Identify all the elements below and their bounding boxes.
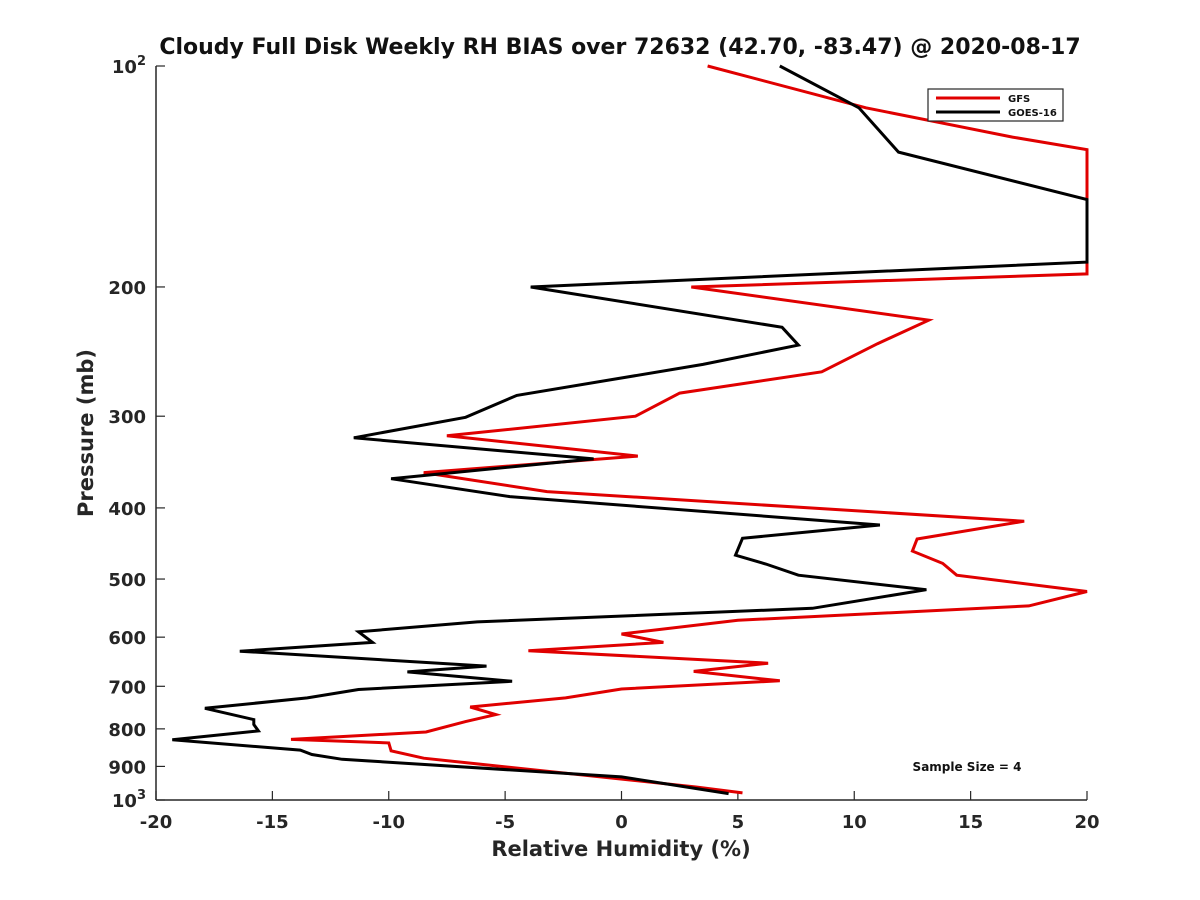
y-tick-label: 103 bbox=[112, 788, 146, 812]
x-axis-label: Relative Humidity (%) bbox=[491, 837, 750, 861]
y-tick-label: 600 bbox=[108, 628, 146, 649]
series-line-gfs bbox=[290, 64, 1089, 795]
legend-box bbox=[927, 88, 1064, 122]
x-tick-label: 15 bbox=[958, 812, 983, 833]
x-tick-label: 5 bbox=[732, 812, 745, 833]
series-line-goes-16 bbox=[172, 64, 1089, 796]
x-tick-label: 10 bbox=[842, 812, 867, 833]
y-tick-label: 500 bbox=[108, 570, 146, 591]
y-tick-label: 200 bbox=[108, 278, 146, 299]
x-tick-label: 0 bbox=[615, 812, 628, 833]
x-tick-label: -20 bbox=[140, 812, 173, 833]
legend-label: GFS bbox=[1008, 94, 1030, 105]
y-tick-label: 400 bbox=[108, 499, 146, 520]
sample-size-annotation: Sample Size = 4 bbox=[913, 760, 1022, 774]
y-tick-label: 900 bbox=[108, 757, 146, 778]
legend-label: GOES-16 bbox=[1008, 108, 1057, 119]
x-tick-label: -15 bbox=[256, 812, 289, 833]
x-tick-label: -5 bbox=[495, 812, 515, 833]
y-axis-label: Pressure (mb) bbox=[74, 349, 98, 517]
x-tick-label: 20 bbox=[1074, 812, 1099, 833]
legend: GFS GOES-16 bbox=[927, 88, 1064, 122]
y-tick-label: 800 bbox=[108, 720, 146, 741]
chart-title: Cloudy Full Disk Weekly RH BIAS over 726… bbox=[159, 35, 1080, 60]
y-tick-label: 700 bbox=[108, 677, 146, 698]
y-tick-label: 300 bbox=[108, 407, 146, 428]
y-tick-label: 102 bbox=[112, 54, 146, 78]
x-tick-label: -10 bbox=[372, 812, 405, 833]
plot-area: -20 -15 -10 -5 0 5 10 15 20 102 200 300 400 500 600 700… bbox=[108, 54, 1099, 833]
